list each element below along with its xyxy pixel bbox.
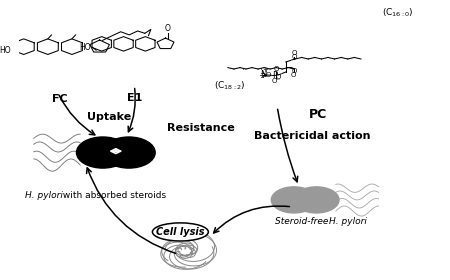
Text: Cell lysis: Cell lysis xyxy=(156,227,205,237)
Text: FC: FC xyxy=(52,94,68,104)
Text: ─: ─ xyxy=(260,71,262,76)
Text: Bactericidal action: Bactericidal action xyxy=(253,131,370,141)
Text: Uptake: Uptake xyxy=(87,112,131,122)
Text: O⁻: O⁻ xyxy=(271,78,281,84)
Ellipse shape xyxy=(271,187,317,213)
Text: Resistance: Resistance xyxy=(167,123,235,133)
Text: H. pylori: H. pylori xyxy=(329,217,367,226)
Text: H. pylori: H. pylori xyxy=(26,191,63,200)
Text: (C$_{16:0}$): (C$_{16:0}$) xyxy=(382,7,414,20)
Text: O: O xyxy=(292,50,297,57)
Text: O: O xyxy=(274,66,279,72)
Text: HO: HO xyxy=(79,43,90,52)
Text: ─: ─ xyxy=(259,73,262,78)
Text: HO: HO xyxy=(0,46,11,55)
Text: O: O xyxy=(275,74,281,80)
Text: +: + xyxy=(263,67,269,73)
Text: (C$_{18:2}$): (C$_{18:2}$) xyxy=(214,80,246,92)
Text: O: O xyxy=(291,71,296,78)
Text: O: O xyxy=(291,68,297,74)
Ellipse shape xyxy=(76,137,129,168)
Text: O: O xyxy=(165,24,171,33)
Ellipse shape xyxy=(294,187,339,213)
Text: Steroid-free: Steroid-free xyxy=(275,217,331,226)
Text: P: P xyxy=(272,71,277,80)
Text: O: O xyxy=(266,72,271,78)
Ellipse shape xyxy=(153,223,208,241)
Text: E1: E1 xyxy=(126,93,142,103)
Text: with absorbed steroids: with absorbed steroids xyxy=(60,191,166,200)
Text: O: O xyxy=(291,54,297,60)
Text: N: N xyxy=(260,70,266,79)
Text: PC: PC xyxy=(309,108,327,121)
Text: ─: ─ xyxy=(260,74,262,80)
Ellipse shape xyxy=(103,137,155,168)
